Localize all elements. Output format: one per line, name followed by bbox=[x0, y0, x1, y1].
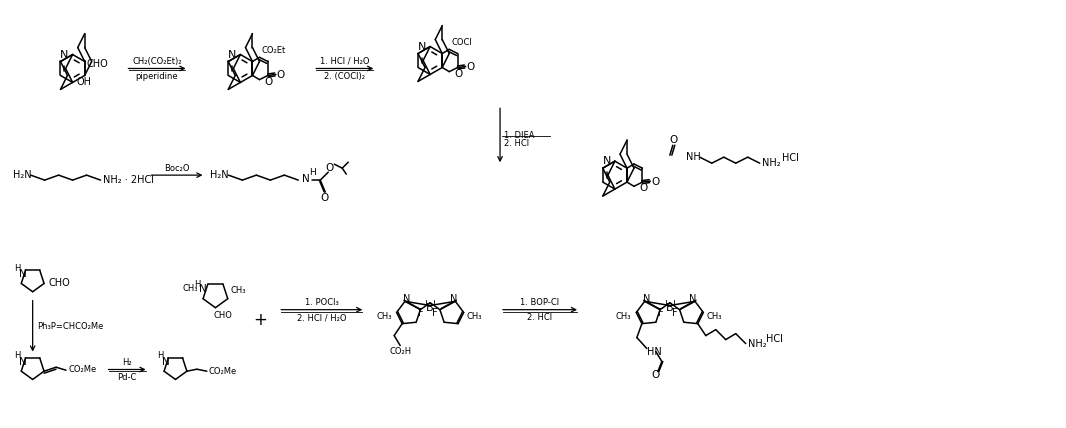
Text: piperidine: piperidine bbox=[135, 72, 178, 81]
Text: N: N bbox=[403, 294, 410, 304]
Text: CH₃: CH₃ bbox=[707, 312, 722, 321]
Text: Boc₂O: Boc₂O bbox=[164, 163, 190, 172]
Text: N: N bbox=[19, 269, 27, 279]
Text: N: N bbox=[418, 42, 426, 51]
Text: CHO: CHO bbox=[213, 311, 232, 320]
Text: O: O bbox=[277, 71, 285, 80]
Text: CH₃: CH₃ bbox=[230, 286, 246, 295]
Text: N: N bbox=[690, 294, 697, 304]
Text: F: F bbox=[418, 309, 424, 318]
Text: F: F bbox=[433, 309, 438, 318]
Text: N: N bbox=[602, 156, 611, 166]
Text: CH₃: CH₃ bbox=[182, 284, 198, 293]
Text: COCl: COCl bbox=[451, 38, 472, 47]
Text: H: H bbox=[15, 351, 21, 360]
Text: 1. HCl / H₂O: 1. HCl / H₂O bbox=[320, 57, 370, 66]
Text: CO₂Et: CO₂Et bbox=[261, 46, 286, 55]
Text: CH₃: CH₃ bbox=[467, 312, 482, 321]
Text: HN: HN bbox=[647, 347, 662, 357]
Text: B: B bbox=[426, 303, 434, 313]
Text: N: N bbox=[228, 50, 237, 59]
Text: O: O bbox=[651, 371, 660, 380]
Text: 2. (COCl)₂: 2. (COCl)₂ bbox=[324, 72, 366, 81]
Text: N: N bbox=[162, 357, 169, 367]
Text: CH₃: CH₃ bbox=[616, 312, 631, 321]
Text: NH: NH bbox=[685, 152, 700, 162]
Text: CH₂(CO₂Et)₂: CH₂(CO₂Et)₂ bbox=[132, 57, 181, 66]
Text: +: + bbox=[254, 311, 268, 329]
Text: H₂: H₂ bbox=[123, 358, 132, 367]
Text: 2. HCl: 2. HCl bbox=[528, 313, 552, 322]
Text: H: H bbox=[158, 351, 163, 360]
Text: O: O bbox=[320, 193, 328, 203]
Text: F: F bbox=[672, 309, 678, 318]
Text: NH₂: NH₂ bbox=[747, 339, 766, 348]
Text: O: O bbox=[264, 77, 273, 86]
Text: CO₂Me: CO₂Me bbox=[209, 367, 237, 376]
Text: N: N bbox=[199, 284, 207, 294]
Text: CHO: CHO bbox=[86, 59, 109, 69]
Text: N: N bbox=[303, 174, 310, 184]
Text: Pd-C: Pd-C bbox=[117, 373, 136, 382]
Text: 1. POCl₃: 1. POCl₃ bbox=[305, 298, 339, 307]
Text: 1. DIEA: 1. DIEA bbox=[504, 131, 534, 140]
Text: B: B bbox=[666, 303, 674, 313]
Text: H: H bbox=[309, 168, 316, 177]
Text: N: N bbox=[643, 294, 650, 304]
Text: H: H bbox=[195, 280, 201, 289]
Text: HCl: HCl bbox=[765, 333, 782, 344]
Text: O: O bbox=[467, 62, 474, 72]
Text: NH₂ · 2HCl: NH₂ · 2HCl bbox=[102, 175, 154, 185]
Text: N: N bbox=[450, 294, 457, 304]
Text: CHO: CHO bbox=[48, 279, 69, 288]
Text: 1. BOP-Cl: 1. BOP-Cl bbox=[520, 298, 560, 307]
Text: 2. HCl / H₂O: 2. HCl / H₂O bbox=[297, 313, 346, 322]
Text: OH: OH bbox=[77, 77, 92, 87]
Text: H₂N: H₂N bbox=[210, 170, 229, 180]
Text: CO₂Me: CO₂Me bbox=[68, 365, 96, 374]
Text: N: N bbox=[61, 50, 68, 59]
Text: CO₂H: CO₂H bbox=[389, 347, 411, 356]
Text: H₂N: H₂N bbox=[13, 170, 31, 180]
Text: F: F bbox=[658, 309, 664, 318]
Text: O: O bbox=[639, 183, 647, 193]
Text: N: N bbox=[19, 357, 27, 367]
Text: O: O bbox=[454, 68, 463, 79]
Text: Ph₃P=CHCO₂Me: Ph₃P=CHCO₂Me bbox=[36, 321, 103, 331]
Text: O: O bbox=[669, 135, 678, 145]
Text: O: O bbox=[651, 177, 660, 187]
Text: H: H bbox=[15, 264, 21, 273]
Text: O: O bbox=[325, 163, 334, 173]
Text: NH₂: NH₂ bbox=[762, 158, 780, 168]
Text: CH₃: CH₃ bbox=[376, 312, 391, 321]
Text: 2. HCl: 2. HCl bbox=[504, 139, 529, 148]
Text: HCl: HCl bbox=[781, 153, 798, 163]
